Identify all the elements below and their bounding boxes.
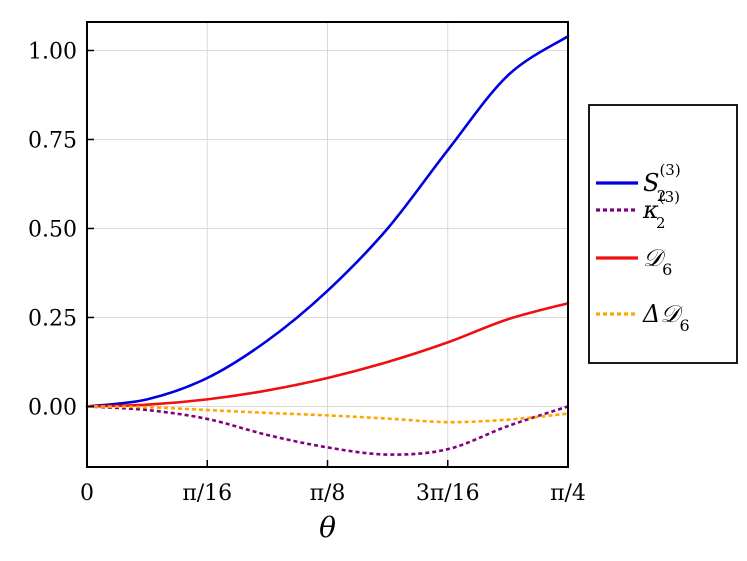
y-tick-label: 1.00	[28, 39, 77, 64]
x-tick-label: 3π/16	[416, 481, 480, 506]
series-layer	[85, 34, 570, 456]
legend-label-3: Δ𝒟6	[642, 300, 690, 335]
series-line-1	[86, 405, 569, 456]
y-axis: 0.00 0.25 0.50 0.75 1.00	[28, 39, 94, 420]
series-line-0	[85, 34, 570, 408]
y-tick-label: 0.75	[28, 128, 77, 153]
legend-label-0: S(3) 2	[643, 161, 681, 205]
y-tick-label: 0.25	[28, 306, 77, 331]
y-tick-label: 0.50	[28, 217, 77, 242]
x-tick-label: π/8	[310, 481, 346, 506]
legend-label-1: κ(3) 2	[642, 188, 680, 232]
x-tick-label: 0	[80, 481, 94, 506]
x-axis-label: θ	[319, 511, 336, 544]
series-line-2	[85, 301, 570, 408]
series-line-3	[86, 405, 569, 424]
x-axis: 0 π/16 π/8 3π/16 π/4	[80, 460, 586, 506]
y-tick-label: 0.00	[28, 395, 77, 420]
x-tick-label: π/4	[550, 481, 586, 506]
grid	[87, 22, 568, 467]
legend-box	[588, 104, 738, 364]
x-tick-label: π/16	[182, 481, 232, 506]
